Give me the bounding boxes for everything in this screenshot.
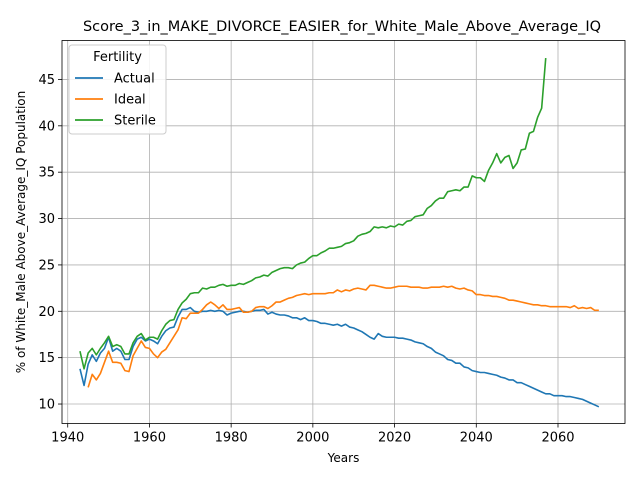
- y-tick-label: 15: [38, 351, 55, 366]
- y-tick-label: 20: [38, 305, 55, 320]
- legend-label-sterile: Sterile: [114, 114, 156, 129]
- legend: Fertility Actual Ideal Sterile: [69, 45, 166, 134]
- series-line-ideal: [88, 285, 599, 387]
- x-axis-label: Years: [327, 451, 360, 465]
- y-tick-label: 30: [38, 212, 55, 227]
- x-tick-label: 2000: [296, 431, 329, 446]
- chart-title: Score_3_in_MAKE_DIVORCE_EASIER_for_White…: [83, 19, 601, 35]
- x-tick-label: 1960: [133, 431, 166, 446]
- legend-label-ideal: Ideal: [114, 93, 146, 108]
- x-tick-label: 2020: [378, 431, 411, 446]
- legend-label-actual: Actual: [114, 72, 155, 87]
- y-tick-label: 45: [38, 73, 55, 88]
- x-tick-label: 1980: [215, 431, 248, 446]
- y-tick-label: 25: [38, 258, 55, 273]
- x-tick-label: 1940: [51, 431, 84, 446]
- legend-title: Fertility: [93, 50, 142, 65]
- y-tick-label: 35: [38, 166, 55, 181]
- x-tick-label: 2060: [541, 431, 574, 446]
- y-tick-label: 10: [38, 398, 55, 413]
- x-tick-label: 2040: [460, 431, 493, 446]
- y-tick-label: 40: [38, 119, 55, 134]
- y-axis-label: % of White_Male Above_Average_IQ Populat…: [14, 91, 28, 374]
